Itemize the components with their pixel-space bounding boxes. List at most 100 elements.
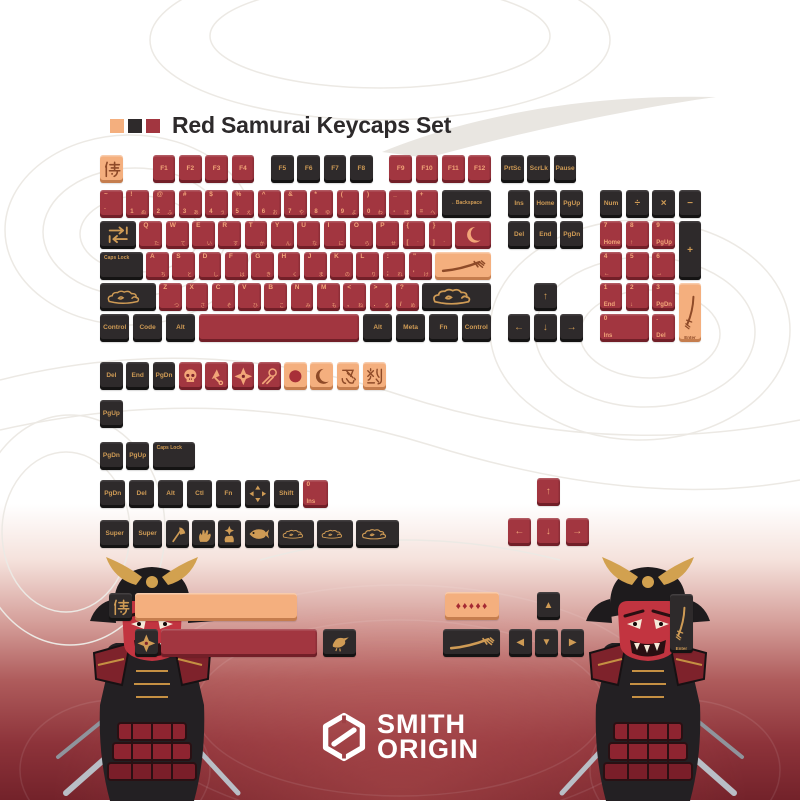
keycap-hand [192,520,215,548]
keycap-nav-cross [244,480,271,508]
keycap-0: 0 Ins [599,314,649,342]
keycap-key: × [652,190,676,218]
keycap-del: Del [507,221,531,249]
brand-hexagon-icon [322,712,366,762]
hand-icon [192,520,215,548]
keycap-key: → [565,518,589,546]
keycap-key: :; れ [382,252,406,280]
keycap-key: . Del [652,314,676,342]
keycap-f6: F6 [297,155,321,183]
keycap-9: 9 PgUp [652,221,676,249]
cloud-icon [278,520,314,548]
keycap-key: % 5 え [231,190,255,218]
keycap-8: 8 ↑ [626,221,649,249]
keycap-3: 3 PgDn [652,283,676,311]
keycap-key: + = へ [415,190,439,218]
color-swatch-2 [146,118,160,133]
keycap-tab [100,221,136,249]
keycap-f7: F7 [323,155,347,183]
keycap-key: ▲ [537,592,560,620]
keycap-f11: F11 [441,155,465,183]
keycap-f1: F1 [152,155,176,183]
keycap-shift: Shift [273,480,299,508]
keycap-space [198,314,360,342]
keycap-key: ▼ [535,629,558,657]
keycap-katana [435,252,491,280]
keycap-pgdn: PgDn [100,442,123,470]
keycap-key: " ' け [409,252,432,280]
keycap-key: <, ね [343,283,367,311]
keycap-fn: Fn [215,480,242,508]
keycap-backspace: ←Backspace [441,190,491,218]
keycap-f9: F9 [389,155,413,183]
keycap-super: Super [132,520,163,548]
keycap-key: ↑ [536,478,560,506]
keycap-alt: Alt [363,314,393,342]
keycap-sun [284,362,307,390]
nav-cross-icon [245,480,270,508]
keycap-skull [178,362,202,390]
keycap-cloud [356,520,399,548]
cloud-icon [100,283,156,311]
keycap-kill-kanji [363,362,386,390]
keycap-control: Control [100,314,130,342]
keycap-koi [244,520,275,548]
keycap-key: {[゛ [402,221,426,249]
sun-icon [284,362,307,390]
keycap-key: − [678,190,702,218]
brand-line-1: SMITH [376,709,466,740]
keycap-hand-star [218,520,242,548]
keycap-key: ▶ [561,629,585,657]
keycap-5: 5 [626,252,649,280]
keycap-moon [455,221,492,249]
keycap-alt: Alt [165,314,196,342]
katana-v-icon [679,283,702,342]
keycap-axe [165,520,189,548]
keycap-key: ~ ` [100,190,123,218]
keycap-key: ? / め [395,283,419,311]
keycap-cloud [277,520,314,548]
cloud-icon [422,283,491,311]
brand-logo: SMITH ORIGIN [0,709,800,764]
keycap-key: }] ゜ [428,221,452,249]
keycap-key: * 8 ゆ [310,190,334,218]
moon-icon [310,362,333,390]
sai-icon [258,362,281,390]
keycap-scrlk: ScrLk [527,155,551,183]
keycap-pgdn: PgDn [100,480,126,508]
cloud-icon [356,520,399,548]
keycap-katana [443,629,500,657]
keycap-meta: Meta [395,314,426,342]
crane-icon [323,629,356,657]
keycap-pgdn: PgDn [560,221,584,249]
keycap-key: & 7 や [284,190,307,218]
color-swatch-0 [110,118,124,133]
keycap-cloud [422,283,491,311]
keycap-4: 4 ← [599,252,623,280]
keycap-1: 1 End [599,283,623,311]
katana-icon [435,252,491,280]
keycap-crane [323,629,357,657]
keycap-super: Super [100,520,130,548]
keycap-key: #3 あ [178,190,202,218]
keycap-caps-lock: Caps Lock [152,442,196,470]
keycap-f8: F8 [349,155,373,183]
kill-kanji-icon [363,362,386,390]
keycap-prtsc: PrtSc [501,155,524,183]
shuriken-icon [232,362,255,390]
brand-line-2: ORIGIN [376,734,479,764]
